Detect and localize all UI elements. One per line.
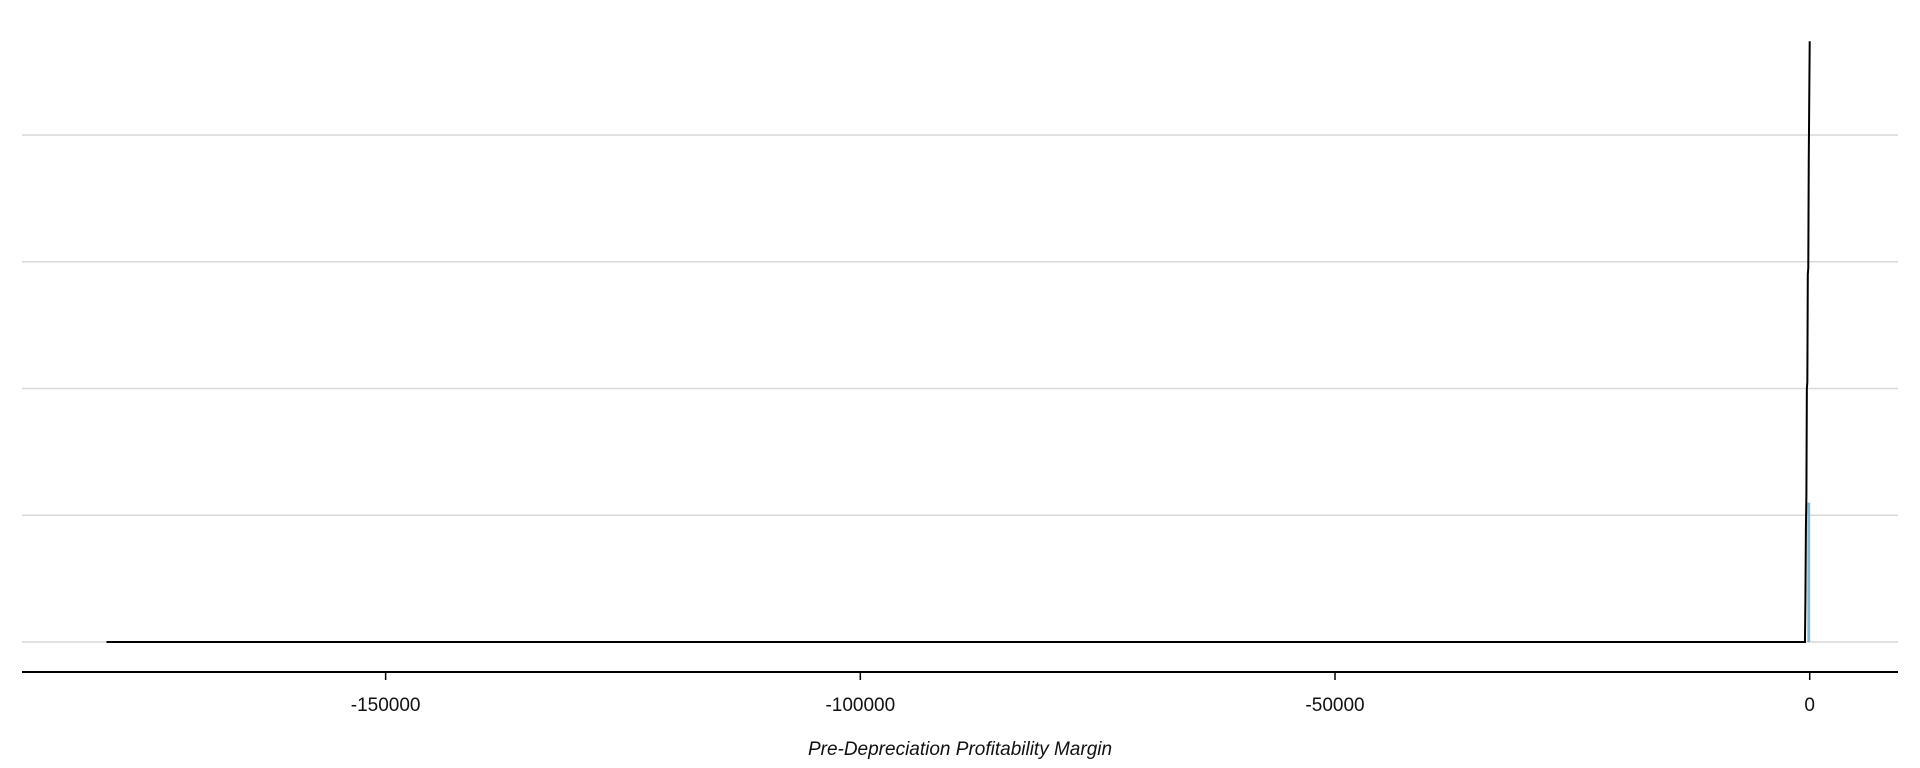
x-tick-label: -50000: [1305, 695, 1364, 716]
x-axis-label: Pre-Depreciation Profitability Margin: [808, 739, 1112, 760]
x-tick-label: -100000: [825, 695, 895, 716]
area: [1807, 502, 1811, 642]
x-tick-label: 0: [1804, 695, 1815, 716]
line: [106, 41, 1811, 643]
x-tick-label: -150000: [351, 695, 421, 716]
